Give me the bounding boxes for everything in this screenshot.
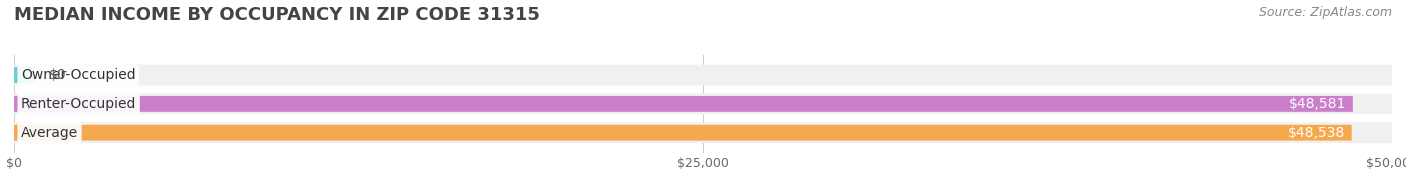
FancyBboxPatch shape (14, 65, 1392, 85)
Text: Renter-Occupied: Renter-Occupied (21, 97, 136, 111)
FancyBboxPatch shape (14, 125, 1351, 141)
FancyBboxPatch shape (14, 96, 1353, 112)
Text: $48,538: $48,538 (1288, 126, 1344, 140)
Text: Owner-Occupied: Owner-Occupied (21, 68, 135, 82)
Text: $48,581: $48,581 (1288, 97, 1346, 111)
FancyBboxPatch shape (14, 122, 1392, 143)
Text: $0: $0 (48, 68, 66, 82)
Text: Source: ZipAtlas.com: Source: ZipAtlas.com (1258, 6, 1392, 19)
Text: Average: Average (21, 126, 79, 140)
FancyBboxPatch shape (14, 93, 1392, 114)
FancyBboxPatch shape (14, 67, 35, 83)
Text: MEDIAN INCOME BY OCCUPANCY IN ZIP CODE 31315: MEDIAN INCOME BY OCCUPANCY IN ZIP CODE 3… (14, 6, 540, 24)
